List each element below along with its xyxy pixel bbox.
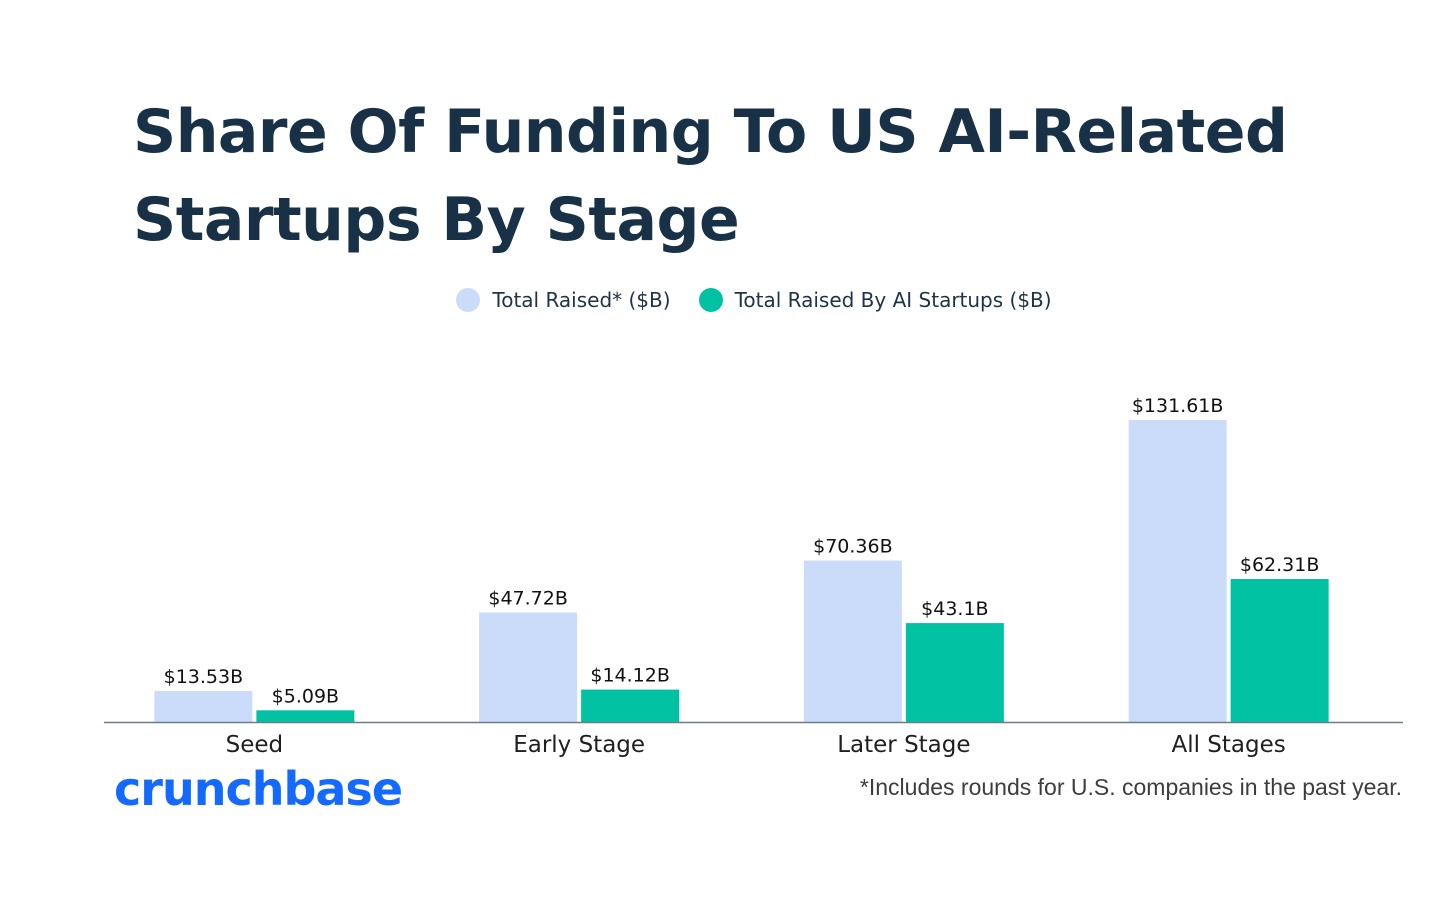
bar-ai-startups [256, 710, 355, 722]
data-label: $47.72B [488, 587, 568, 609]
data-label: $131.61B [1132, 395, 1224, 417]
bar-ai-startups [581, 689, 680, 722]
category-label: Later Stage [837, 732, 970, 758]
bar-total-raised [1128, 420, 1227, 722]
chart-title: Share Of Funding To US AI-Related Startu… [133, 97, 1288, 255]
bar-total-raised [803, 560, 902, 722]
category-label: All Stages [1171, 732, 1285, 758]
bar-ai-startups [905, 623, 1004, 722]
legend-swatch-total-raised [456, 288, 481, 312]
legend-label-total-raised: Total Raised* ($B) [492, 288, 671, 312]
legend-item-total-raised: Total Raised* ($B) [456, 288, 671, 312]
legend-swatch-ai-startups [698, 288, 723, 312]
category-label: Early Stage [513, 732, 645, 758]
data-label: $62.31B [1240, 554, 1320, 576]
crunchbase-logo: crunchbase [114, 762, 403, 816]
footnote: *Includes rounds for U.S. companies in t… [859, 774, 1402, 800]
category-label: Seed [226, 732, 284, 758]
bar-total-raised [479, 612, 578, 722]
data-label: $70.36B [813, 536, 893, 558]
bar-ai-startups [1230, 579, 1329, 722]
legend-label-ai-startups: Total Raised By AI Startups ($B) [734, 288, 1052, 312]
data-label: $43.1B [921, 598, 988, 620]
legend-item-ai-startups: Total Raised By AI Startups ($B) [698, 288, 1052, 312]
data-label: $14.12B [590, 665, 670, 687]
data-label: $5.09B [272, 685, 339, 707]
legend: Total Raised* ($B) Total Raised By AI St… [0, 288, 1456, 312]
data-label: $13.53B [164, 666, 244, 688]
bar-total-raised [154, 690, 253, 722]
